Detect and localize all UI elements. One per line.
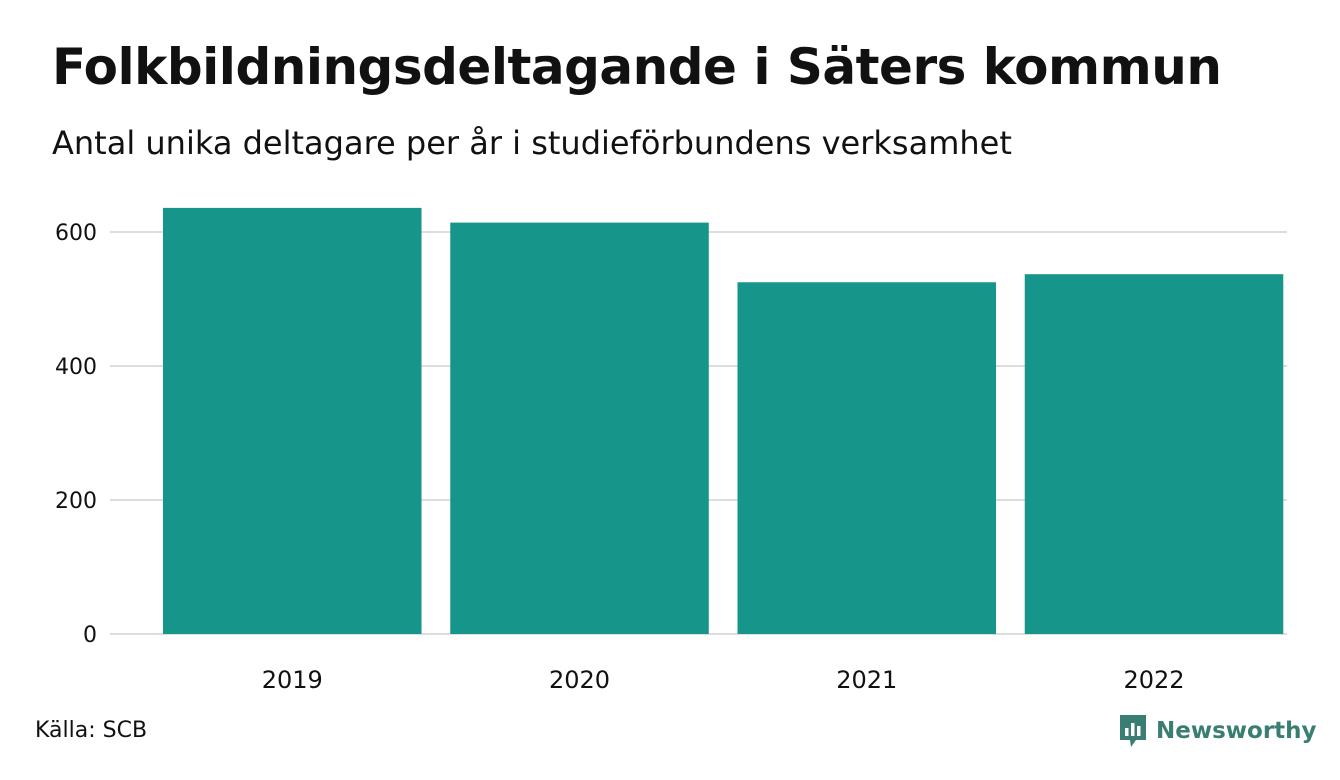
x-tick-label: 2021 [836,666,897,694]
bar-2021 [737,282,997,634]
brand: Newsworthy [1118,713,1317,749]
x-tick-label: 2019 [262,666,323,694]
chart-subtitle: Antal unika deltagare per år i studieför… [52,124,1012,162]
y-tick-label: 0 [83,623,97,648]
x-tick-label: 2022 [1123,666,1184,694]
x-tick-label: 2020 [549,666,610,694]
bar-2020 [450,222,709,634]
newsworthy-logo-icon [1120,715,1146,747]
bar-2022 [1024,274,1284,634]
y-tick-label: 600 [55,221,97,246]
source-note: Källa: SCB [35,718,148,743]
brand-name: Newsworthy [1156,718,1317,744]
chart-title: Folkbildningsdeltagande i Säters kommun [52,38,1222,96]
y-tick-label: 200 [55,489,97,514]
y-tick-label: 400 [55,355,97,380]
bar-2019 [163,207,422,634]
